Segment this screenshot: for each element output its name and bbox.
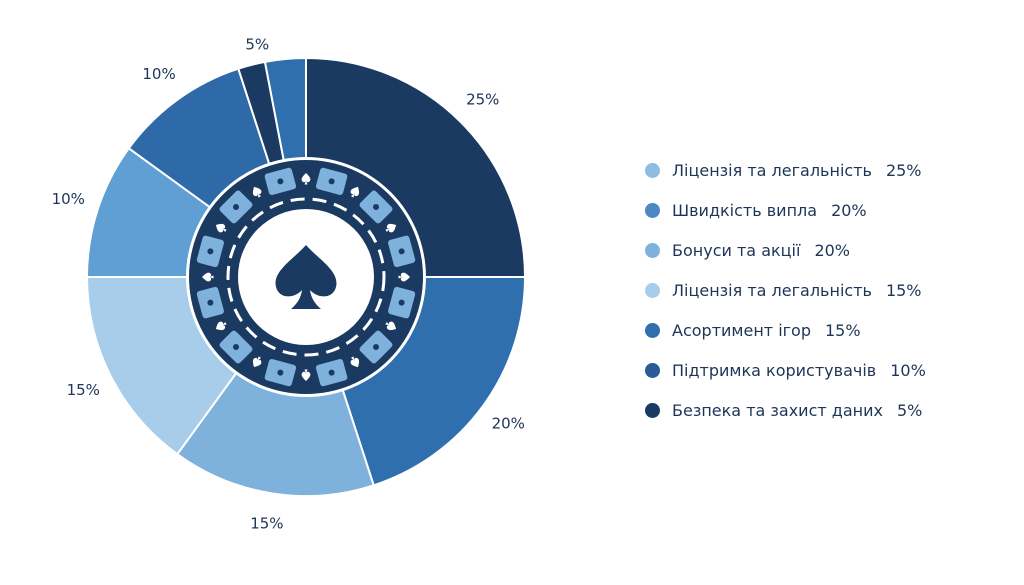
- legend-label: Ліцензія та легальність: [672, 280, 872, 300]
- donut-chart: 25% 20% 15% 15% 10% 10% 5%: [52, 35, 527, 532]
- legend-label: Асортимент ігор: [672, 320, 811, 340]
- slice-label-0: 25%: [466, 91, 499, 109]
- slice-label-2: 15%: [250, 514, 283, 532]
- legend-label: Бонуси та акції: [672, 240, 801, 260]
- legend-value: 10%: [890, 360, 926, 380]
- legend-value: 15%: [824, 320, 861, 340]
- legend-label: Підтримка користувачів: [672, 360, 877, 380]
- legend-item-3: Ліцензія та легальність 15%: [645, 270, 926, 310]
- legend-swatch: [645, 402, 660, 418]
- poker-chip-spade-icon: [186, 157, 426, 397]
- legend-item-6: Безпека та захист даних 5%: [645, 390, 926, 430]
- legend-value: 5%: [896, 400, 923, 420]
- legend-value: 20%: [831, 200, 867, 220]
- slice-label-1: 20%: [492, 414, 525, 432]
- legend-value: 25%: [885, 160, 922, 180]
- slice-label-4: 10%: [52, 190, 85, 208]
- legend-swatch: [645, 242, 660, 258]
- legend-swatch: [645, 202, 660, 218]
- legend-item-4: Асортимент ігор 15%: [645, 310, 926, 350]
- legend-label: Швидкість випла: [672, 200, 818, 220]
- legend-swatch: [645, 362, 660, 378]
- legend-item-2: Бонуси та акції 20%: [645, 230, 926, 270]
- legend-label: Безпека та захист даних: [672, 400, 883, 420]
- legend-item-0: Ліцензія та легальність 25%: [645, 150, 926, 190]
- legend-swatch: [645, 162, 660, 178]
- legend-item-1: Швидкість випла 20%: [645, 190, 926, 230]
- legend-item-5: Підтримка користувачів 10%: [645, 350, 926, 390]
- legend-value: 15%: [885, 280, 922, 300]
- slice-label-3: 15%: [67, 381, 100, 399]
- slice-label-5: 10%: [142, 65, 175, 83]
- legend-value: 20%: [814, 240, 850, 260]
- legend-label: Ліцензія та легальність: [672, 160, 872, 180]
- legend-swatch: [645, 322, 660, 338]
- spade-icon: [275, 245, 337, 309]
- slice-label-small: 5%: [245, 35, 269, 53]
- chart-legend: Ліцензія та легальність 25% Швидкість випл…: [645, 150, 926, 430]
- legend-swatch: [645, 282, 660, 298]
